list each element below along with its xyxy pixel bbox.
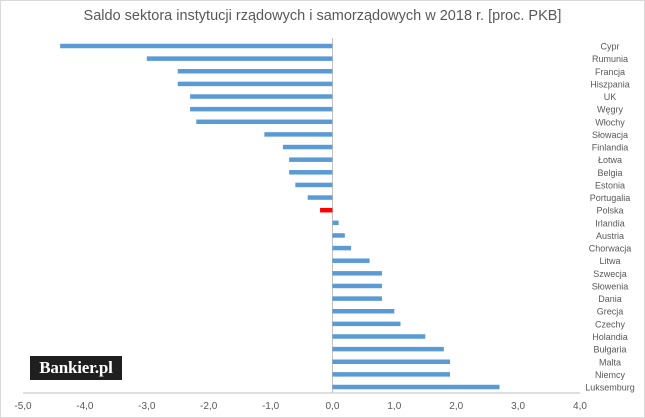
category-label: Węgry [597,105,624,115]
bar-finlandia [282,144,333,150]
bar-bułgaria [332,346,444,352]
bar-włochy [196,119,333,125]
x-tick-label: 2,0 [449,401,463,412]
bar-chorwacja [332,245,352,251]
x-tick-label: 3,0 [511,401,525,412]
bar-łotwa [289,157,333,162]
x-tick-label: -1,0 [262,401,280,412]
bar-polska [320,207,333,213]
category-label: Łotwa [598,155,622,165]
bar-czechy [332,321,401,327]
bar-szwecja [332,271,382,276]
category-label: Austria [596,231,624,241]
category-label: Irlandia [595,218,625,228]
category-label: Chorwacja [589,244,632,254]
category-label: Dania [598,294,622,304]
category-label: Słowacja [592,130,628,140]
x-tick-label: 4,0 [573,401,587,412]
chart-title: Saldo sektora instytucji rządowych i sam… [83,8,562,24]
category-label: Francja [595,67,625,77]
bar-hiszpania [177,81,333,87]
bar-belgia [289,170,333,175]
x-tick-label: 0,0 [325,401,339,412]
category-label: Czechy [595,319,626,329]
category-label: Finlandia [592,143,629,153]
category-label: Belgia [597,168,622,178]
category-label: Luksemburg [585,383,635,393]
x-tick-label: -3,0 [138,401,156,412]
x-tick-label: -4,0 [76,401,94,412]
category-label: Niemcy [595,370,626,380]
bankier-logo: Bankier.pl [30,356,122,380]
bar-estonia [295,182,333,188]
bar-grecja [332,308,395,314]
bar-słowenia [332,283,382,289]
bar-austria [332,233,345,238]
bar-rumunia [146,56,333,61]
bar-węgry [190,106,333,112]
x-tick-label: -5,0 [14,401,32,412]
category-label: Litwa [599,256,620,266]
category-label: UK [604,92,617,102]
category-label: Portugalia [590,193,631,203]
category-label: Rumunia [592,54,628,64]
bar-cypr [60,43,333,49]
bar-uk [190,94,333,99]
category-label: Estonia [595,180,625,190]
bar-portugalia [307,195,333,200]
bar-niemcy [332,372,451,377]
bar-irlandia [332,220,339,226]
category-label: Bułgaria [593,345,626,355]
category-label: Holandia [592,332,628,342]
x-tick-label: -2,0 [200,401,218,412]
bar-słowacja [264,132,333,137]
category-label: Cypr [600,42,619,52]
bar-malta [332,359,451,364]
category-label: Włochy [595,117,625,127]
bar-holandia [332,334,426,339]
category-label: Polska [596,206,623,216]
bar-luksemburg [332,384,500,390]
category-label: Słowenia [592,281,629,291]
bar-francja [177,69,333,74]
category-label: Szwecja [593,269,627,279]
category-label: Malta [599,357,621,367]
category-label: Hiszpania [590,79,630,89]
x-tick-label: 1,0 [387,401,401,412]
bar-litwa [332,258,370,263]
bar-dania [332,296,382,301]
category-label: Grecja [597,307,624,317]
